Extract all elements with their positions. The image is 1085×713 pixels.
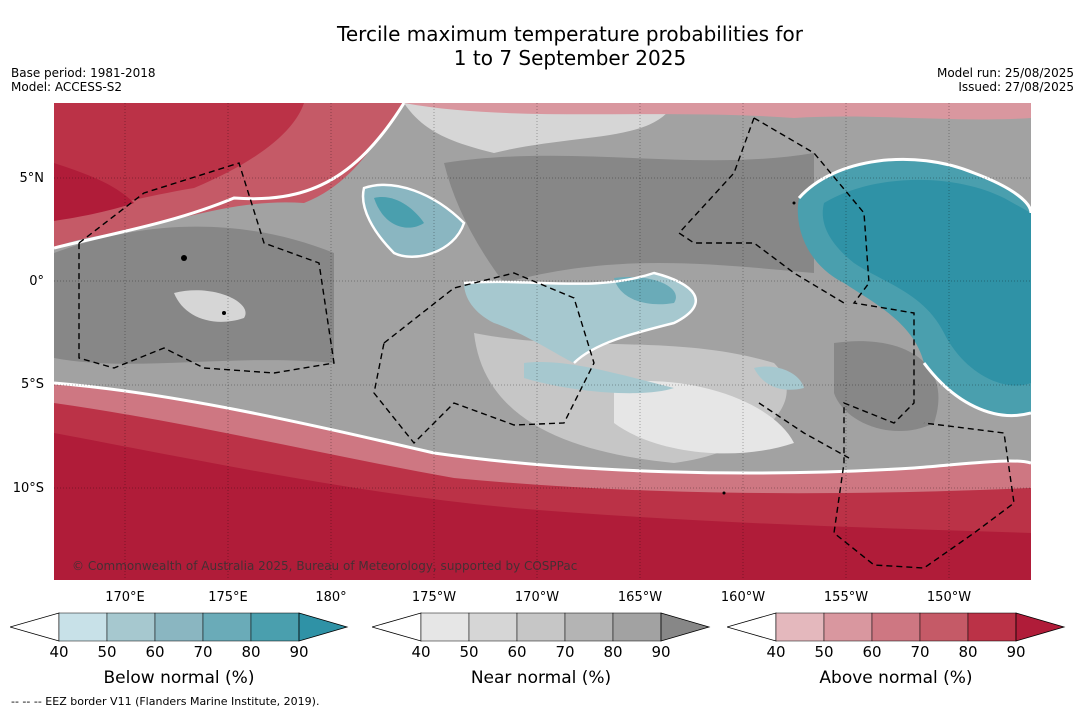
lon-label-150w: 150°W [926,590,972,605]
probability-map [54,103,1031,580]
title-line-1: Tercile maximum temperature probabilitie… [337,22,803,46]
above-normal-northwest-max [54,163,134,221]
cbar-near-tick: 80 [603,643,623,661]
near-normal-90-region [444,153,814,283]
lat-label-0: 0° [29,274,44,289]
below-normal-equator-core [614,277,676,305]
cbar-near-tick: 90 [651,643,671,661]
title-line-2: 1 to 7 September 2025 [453,46,687,70]
eez-footnote: -- -- -- EEZ border V11 (Flanders Marine… [11,695,320,708]
cbar-above-title: Above normal (%) [819,668,973,688]
cbar-above-tick: 80 [958,643,978,661]
cbar-above-tick: 90 [1006,643,1026,661]
cbar-above-tick: 40 [766,643,786,661]
below-normal-boundary-east [797,157,1031,214]
below-normal-boundary-equator [463,271,697,364]
eez-border-east [753,117,1015,569]
eez-border-central [373,272,595,445]
graticule [54,103,1031,580]
lon-label-180: 180° [315,590,347,605]
eez-border-west [78,162,335,374]
lon-label-175w: 175°W [411,590,457,605]
near-normal-50-region [404,103,674,153]
colorbar-near-normal [372,612,711,642]
cbar-above-tick: 50 [814,643,834,661]
below-normal-central-core [374,197,424,228]
island-marker [792,201,796,205]
cbar-below-tick: 60 [145,643,165,661]
cbar-below-tick: 80 [241,643,261,661]
cbar-below-tick: 50 [97,643,117,661]
near-normal-90-region-east [834,341,939,432]
cbar-below-tick: 40 [49,643,69,661]
colorbar-above-normal [727,612,1066,642]
below-normal-boundary-central [361,183,466,258]
lon-label-160w: 160°W [720,590,766,605]
above-normal-south-core [54,433,1031,580]
model-run: Model run: 25/08/2025 [936,66,1074,80]
lon-label-170e: 170°E [105,590,145,605]
cbar-near-tick: 40 [411,643,431,661]
lon-label-165w: 165°W [617,590,663,605]
near-normal-40-region [614,381,794,454]
cbar-near-title: Near normal (%) [470,668,612,688]
eez-border-southeast [758,402,850,459]
below-normal-east-core [822,179,1031,386]
cbar-above-tick: 70 [910,643,930,661]
base-period: Base period: 1981-2018 [11,66,156,80]
island-marker [722,491,726,495]
colorbar-below-normal [10,612,349,642]
lat-label-10s: 10°S [12,481,44,496]
map-title: Tercile maximum temperature probabilitie… [0,22,1085,70]
cbar-below-tick: 90 [289,643,309,661]
cbar-below-tick: 70 [193,643,213,661]
model-name: Model: ACCESS-S2 [11,80,123,94]
cbar-near-tick: 70 [555,643,575,661]
below-normal-south-patch [524,362,674,394]
above-normal-boundary-south [54,381,1031,475]
cbar-above-tick: 60 [862,643,882,661]
above-normal-north-strip [404,103,1031,120]
meta-left: Base period: 1981-2018 Model: ACCESS-S2 [11,66,156,94]
below-normal-small-patch [754,366,804,390]
near-normal-50-patch [174,290,246,322]
island-marker [181,255,187,261]
copyright-notice: © Commonwealth of Australia 2025, Bureau… [72,559,578,573]
issued-date: Issued: 27/08/2025 [958,80,1074,94]
lon-label-175e: 175°E [208,590,248,605]
lat-label-5s: 5°S [20,377,44,392]
lat-label-5n: 5°N [19,171,45,186]
cbar-near-tick: 60 [507,643,527,661]
above-normal-boundary-north [54,103,406,250]
below-normal-boundary-east-lower [922,362,1031,418]
cbar-below-title: Below normal (%) [103,668,255,688]
map-svg [54,103,1031,580]
lon-label-155w: 155°W [823,590,869,605]
cbar-near-tick: 50 [459,643,479,661]
lon-label-170w: 170°W [514,590,560,605]
meta-right: Model run: 25/08/2025 Issued: 27/08/2025 [937,66,1074,94]
island-marker [222,311,226,315]
